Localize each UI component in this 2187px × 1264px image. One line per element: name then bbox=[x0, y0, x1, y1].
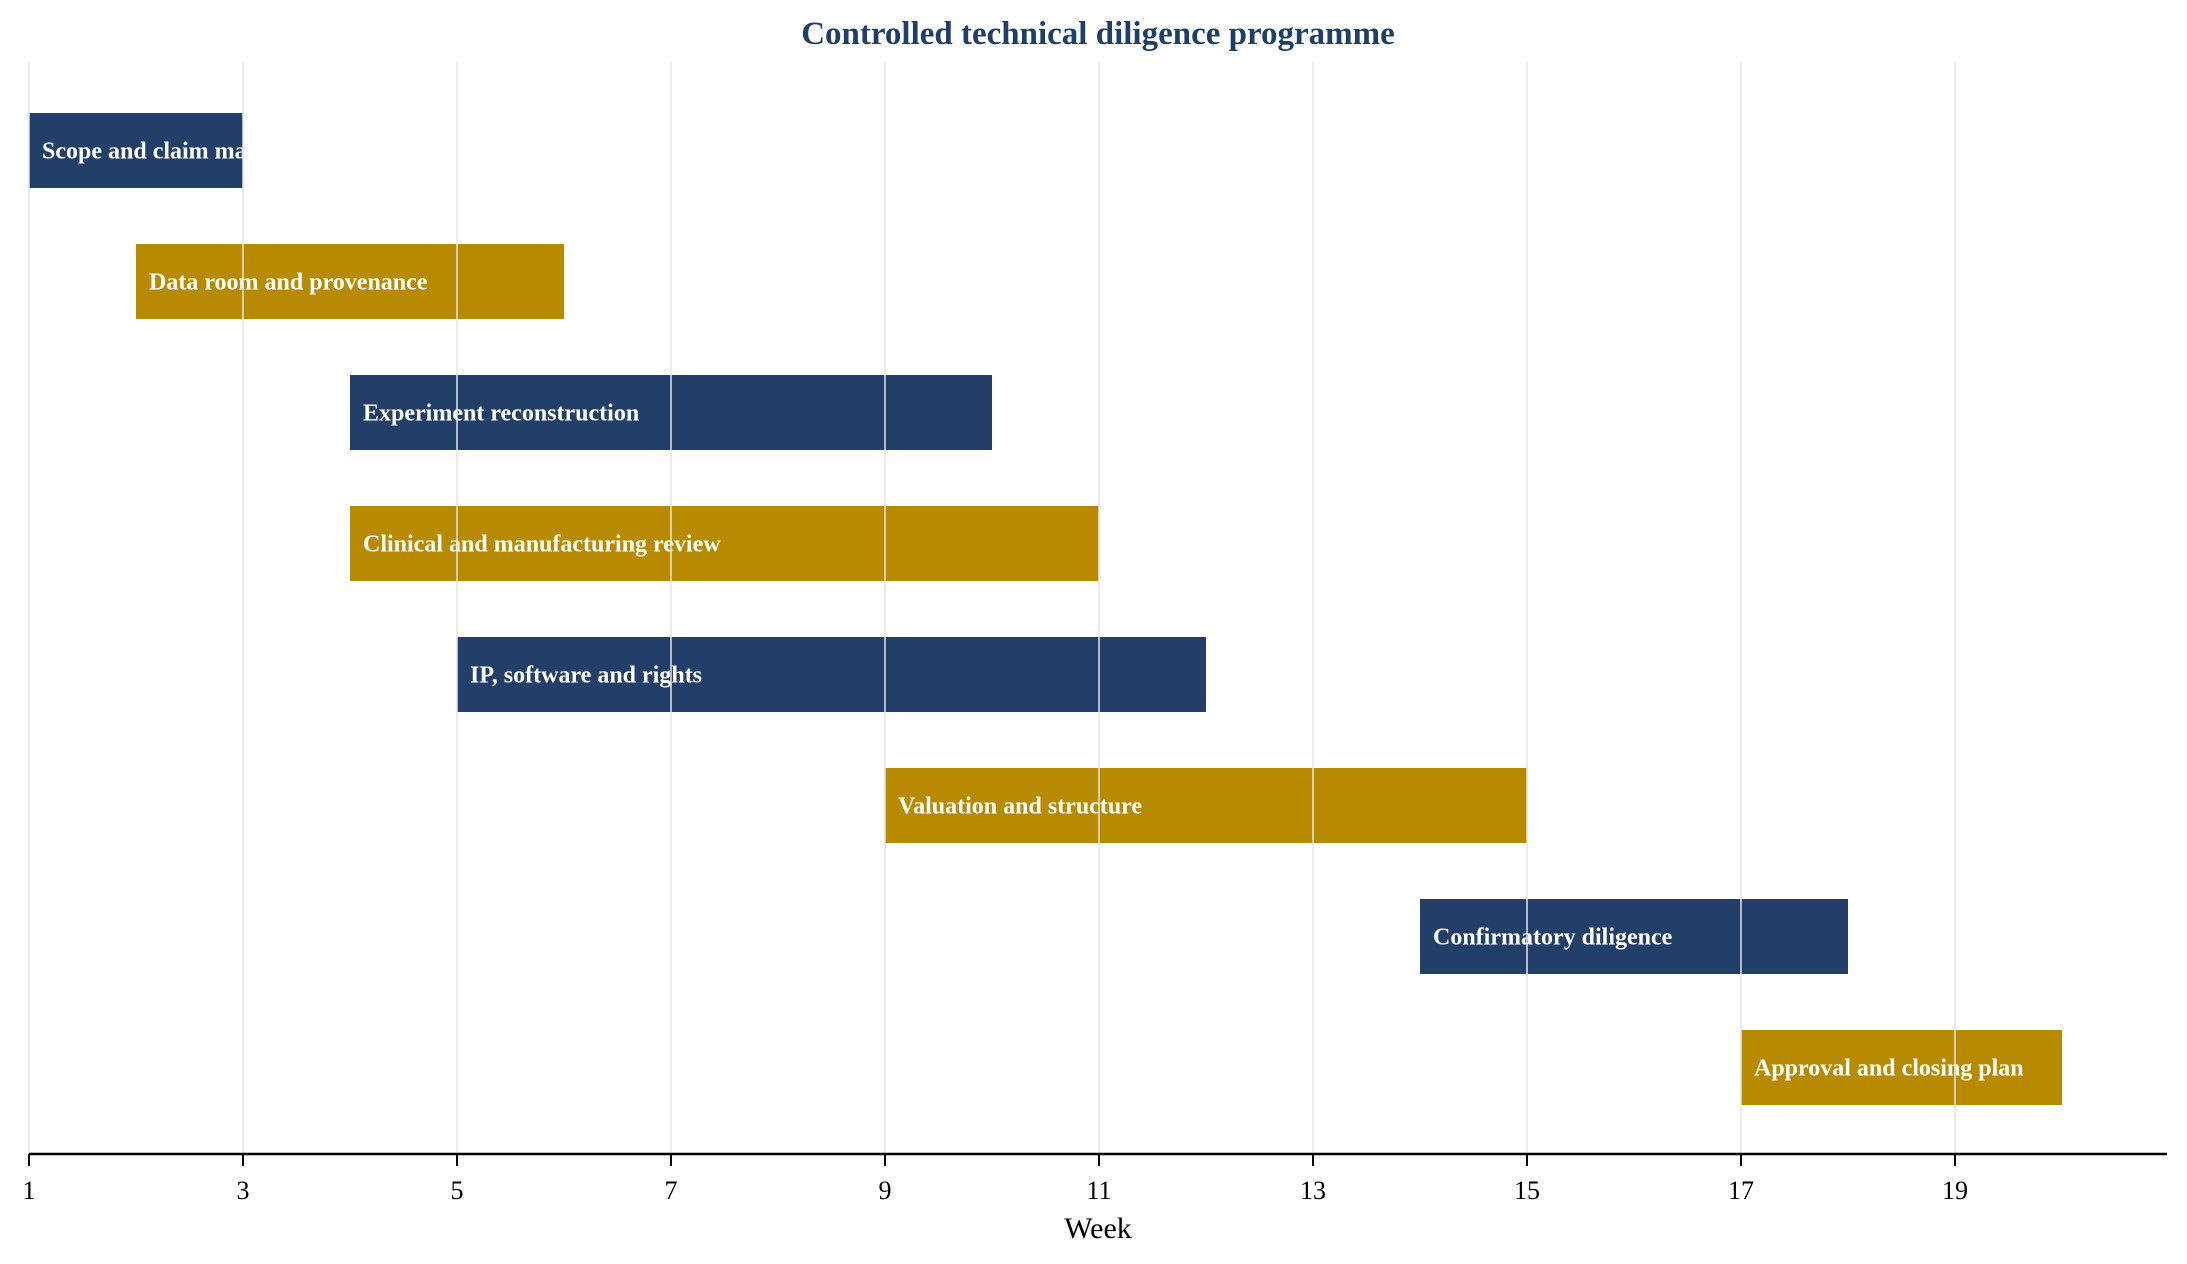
gantt-bar-label: Data room and provenance bbox=[149, 270, 428, 296]
x-tick-label: 11 bbox=[1086, 1176, 1111, 1205]
gantt-bar bbox=[1741, 1030, 2062, 1105]
x-tick-label: 15 bbox=[1514, 1176, 1540, 1205]
x-tick-label: 19 bbox=[1942, 1176, 1968, 1205]
chart-title: Controlled technical diligence programme bbox=[801, 16, 1395, 52]
gantt-bar-label: Clinical and manufacturing review bbox=[363, 532, 721, 558]
x-tick-label: 9 bbox=[879, 1176, 892, 1205]
bars-group: Scope and claim map Data room and provena… bbox=[29, 113, 2062, 1105]
gantt-bar-label: Experiment reconstruction bbox=[363, 401, 639, 427]
gantt-bar-label: Valuation and structure bbox=[898, 794, 1142, 820]
x-tick-label: 3 bbox=[237, 1176, 250, 1205]
gantt-bar bbox=[350, 506, 1099, 581]
gantt-bar-label: IP, software and rights bbox=[470, 663, 702, 689]
gantt-bar bbox=[29, 113, 243, 188]
x-tick-label: 7 bbox=[665, 1176, 678, 1205]
gantt-bar-label: Confirmatory diligence bbox=[1433, 925, 1673, 951]
gantt-bar bbox=[1420, 899, 1848, 974]
x-tick-label: 5 bbox=[451, 1176, 464, 1205]
gantt-bar-label: Scope and claim map bbox=[42, 139, 260, 165]
x-tick-label: 17 bbox=[1728, 1176, 1754, 1205]
gantt-bar bbox=[457, 637, 1206, 712]
gantt-bar bbox=[136, 244, 564, 319]
x-tick-label: 13 bbox=[1300, 1176, 1326, 1205]
gantt-bar-label: Approval and closing plan bbox=[1754, 1056, 2024, 1082]
x-tick-label: 1 bbox=[23, 1176, 36, 1205]
x-axis-title: Week bbox=[1064, 1212, 1132, 1245]
gridlines-group bbox=[28, 62, 1956, 1154]
gantt-bar bbox=[885, 768, 1527, 843]
x-axis: 1 3 5 7 9 11 13 15 17 19 bbox=[23, 1152, 2167, 1205]
